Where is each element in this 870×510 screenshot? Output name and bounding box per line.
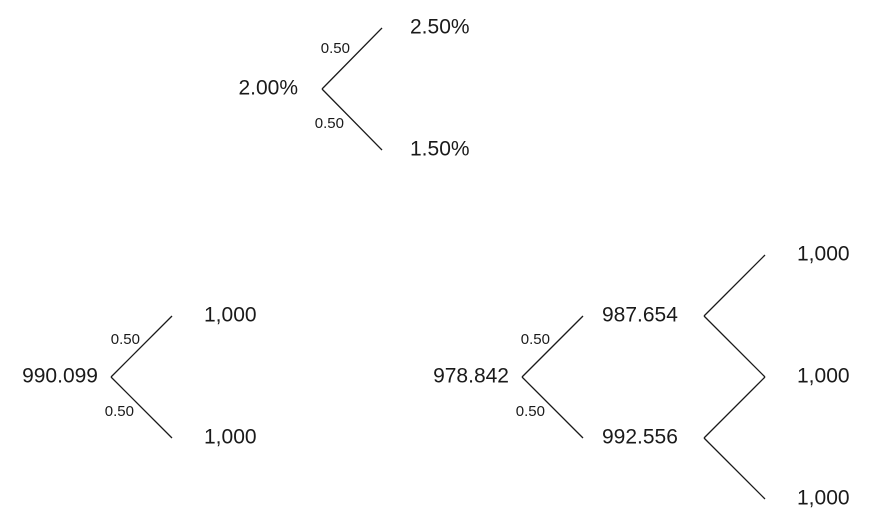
rate-tree-down-value: 1.50% bbox=[410, 138, 470, 161]
two-period-dd-value: 1,000 bbox=[797, 487, 850, 510]
one-period-down-probability: 0.50 bbox=[105, 403, 134, 420]
rate-tree-root-value: 2.00% bbox=[238, 77, 298, 100]
two-period-ud-branch bbox=[703, 315, 766, 378]
two-period-uu-branch bbox=[703, 254, 766, 317]
one-period-tree: 990.099 1,000 1,000 0.50 0.50 bbox=[22, 304, 256, 449]
two-period-up-probability: 0.50 bbox=[521, 331, 550, 348]
two-period-up-value: 987.654 bbox=[602, 304, 678, 327]
rate-tree: 2.00% 2.50% 1.50% 0.50 0.50 bbox=[238, 16, 469, 161]
one-period-up-branch bbox=[110, 315, 173, 378]
two-period-tree: 978.842 987.654 992.556 1,000 1,000 1,00… bbox=[433, 243, 849, 510]
rate-tree-up-branch bbox=[321, 27, 383, 90]
one-period-up-value: 1,000 bbox=[204, 304, 257, 327]
two-period-down-probability: 0.50 bbox=[516, 403, 545, 420]
two-period-down-value: 992.556 bbox=[602, 426, 678, 449]
one-period-down-value: 1,000 bbox=[204, 426, 257, 449]
one-period-up-probability: 0.50 bbox=[111, 331, 140, 348]
rate-tree-down-probability: 0.50 bbox=[315, 115, 344, 132]
two-period-dd-branch bbox=[703, 437, 766, 500]
two-period-du-branch bbox=[703, 376, 766, 439]
two-period-ud-value: 1,000 bbox=[797, 365, 850, 388]
two-period-up-branch bbox=[521, 315, 584, 378]
rate-tree-up-value: 2.50% bbox=[410, 16, 470, 39]
two-period-down-branch bbox=[521, 376, 584, 439]
rate-tree-up-probability: 0.50 bbox=[321, 40, 350, 57]
one-period-root-value: 990.099 bbox=[22, 365, 98, 388]
two-period-root-value: 978.842 bbox=[433, 365, 509, 388]
one-period-down-branch bbox=[110, 376, 173, 439]
two-period-uu-value: 1,000 bbox=[797, 243, 850, 266]
rate-tree-down-branch bbox=[321, 88, 383, 151]
